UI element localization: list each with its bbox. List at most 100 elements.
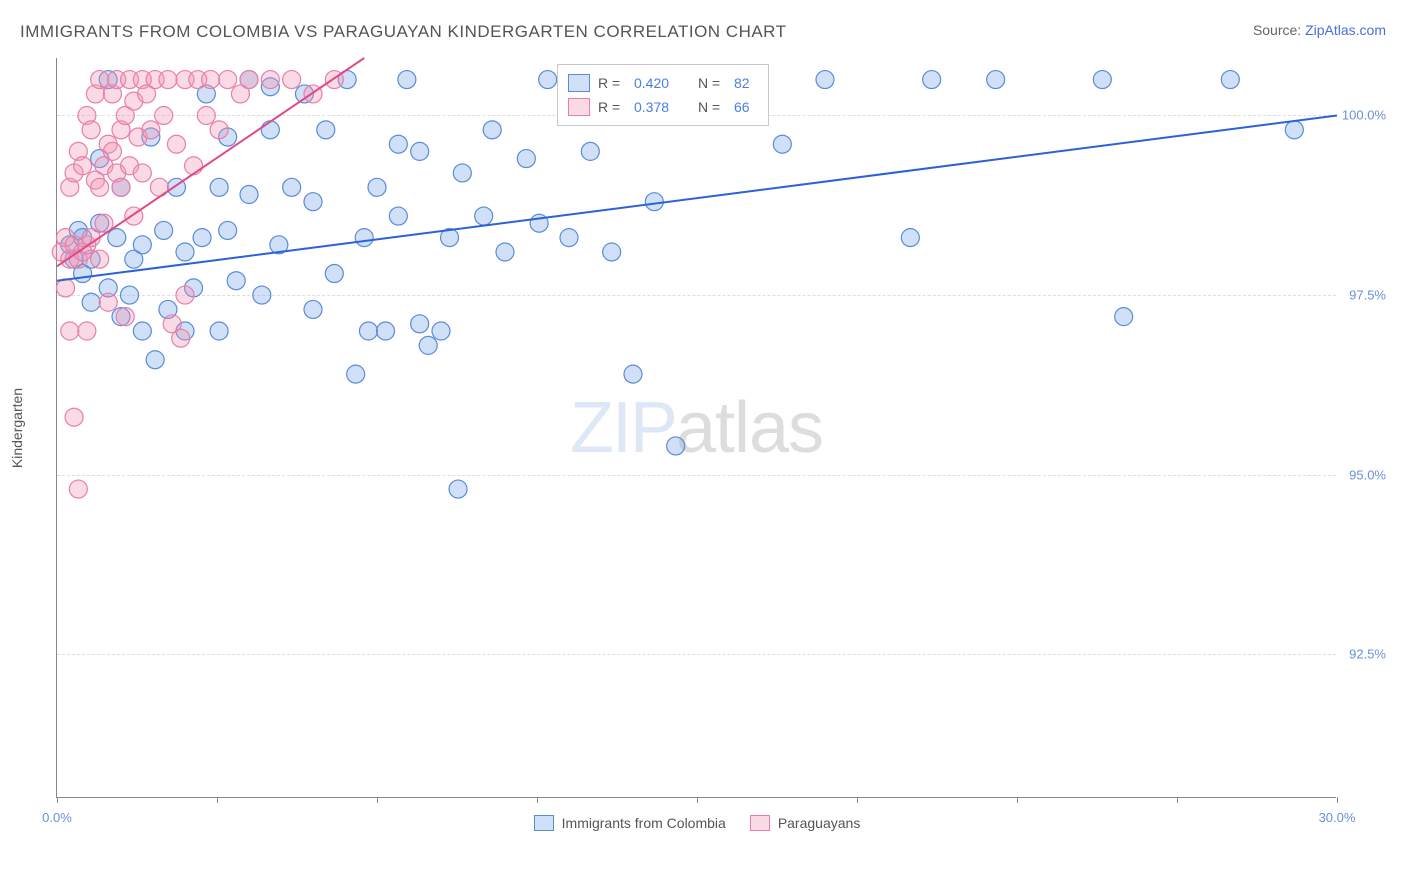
x-tick (857, 797, 858, 803)
stats-legend: R = 0.420 N = 82 R = 0.378 N = 66 (557, 64, 769, 126)
data-point (475, 207, 493, 225)
data-point (368, 178, 386, 196)
swatch-paraguay (750, 815, 770, 831)
data-point (176, 286, 194, 304)
data-point (167, 135, 185, 153)
data-point (91, 178, 109, 196)
data-point (377, 322, 395, 340)
plot-container: Kindergarten 92.5%95.0%97.5%100.0% ZIPat… (56, 58, 1386, 818)
y-tick-label: 100.0% (1338, 108, 1386, 123)
data-point (283, 71, 301, 89)
data-point (219, 71, 237, 89)
data-point (581, 142, 599, 160)
swatch-paraguay (568, 98, 590, 116)
data-point (185, 157, 203, 175)
stats-row-paraguay: R = 0.378 N = 66 (568, 95, 758, 119)
data-point (197, 106, 215, 124)
data-point (121, 286, 139, 304)
data-point (419, 336, 437, 354)
data-point (1285, 121, 1303, 139)
data-point (1115, 308, 1133, 326)
data-point (91, 250, 109, 268)
data-point (82, 293, 100, 311)
source-link[interactable]: ZipAtlas.com (1305, 22, 1386, 38)
data-point (159, 71, 177, 89)
data-point (133, 322, 151, 340)
source-prefix: Source: (1253, 22, 1305, 38)
x-tick (1337, 797, 1338, 803)
x-tick (697, 797, 698, 803)
data-point (347, 365, 365, 383)
data-point (133, 236, 151, 254)
y-axis-title: Kindergarten (9, 387, 25, 467)
y-tick-label: 97.5% (1338, 288, 1386, 303)
data-point (142, 121, 160, 139)
data-point (74, 157, 92, 175)
data-point (210, 121, 228, 139)
n-value-paraguay: 66 (734, 99, 758, 115)
data-point (645, 193, 663, 211)
data-point (61, 322, 79, 340)
n-label: N = (698, 99, 726, 115)
data-point (453, 164, 471, 182)
swatch-colombia (568, 74, 590, 92)
x-tick (1017, 797, 1018, 803)
data-point (355, 229, 373, 247)
data-point (517, 150, 535, 168)
plot-area: Kindergarten 92.5%95.0%97.5%100.0% ZIPat… (56, 58, 1336, 798)
data-point (91, 71, 109, 89)
chart-title: IMMIGRANTS FROM COLOMBIA VS PARAGUAYAN K… (20, 22, 787, 42)
data-point (193, 229, 211, 247)
data-point (398, 71, 416, 89)
y-tick-label: 95.0% (1338, 467, 1386, 482)
data-point (389, 135, 407, 153)
data-point (210, 178, 228, 196)
data-point (304, 300, 322, 318)
data-point (227, 272, 245, 290)
data-point (253, 286, 271, 304)
data-point (82, 121, 100, 139)
data-point (57, 279, 75, 297)
data-point (155, 106, 173, 124)
legend-label-paraguay: Paraguayans (778, 815, 861, 831)
stats-row-colombia: R = 0.420 N = 82 (568, 71, 758, 95)
data-point (65, 408, 83, 426)
data-point (773, 135, 791, 153)
data-point (112, 178, 130, 196)
data-point (146, 351, 164, 369)
data-point (816, 71, 834, 89)
data-point (172, 329, 190, 347)
x-tick (57, 797, 58, 803)
data-point (261, 71, 279, 89)
n-value-colombia: 82 (734, 75, 758, 91)
data-point (133, 164, 151, 182)
data-point (116, 308, 134, 326)
data-point (1093, 71, 1111, 89)
data-point (69, 480, 87, 498)
data-point (901, 229, 919, 247)
data-point (240, 186, 258, 204)
data-point (176, 243, 194, 261)
data-point (539, 71, 557, 89)
data-point (283, 178, 301, 196)
r-value-paraguay: 0.378 (634, 99, 684, 115)
x-tick (377, 797, 378, 803)
data-point (449, 480, 467, 498)
legend-label-colombia: Immigrants from Colombia (562, 815, 726, 831)
data-point (78, 322, 96, 340)
n-label: N = (698, 75, 726, 91)
y-tick-label: 92.5% (1338, 647, 1386, 662)
data-point (304, 193, 322, 211)
scatter-svg (57, 58, 1337, 798)
data-point (483, 121, 501, 139)
legend-item-colombia: Immigrants from Colombia (534, 815, 726, 831)
data-point (389, 207, 407, 225)
r-label: R = (598, 99, 626, 115)
r-label: R = (598, 75, 626, 91)
data-point (667, 437, 685, 455)
data-point (261, 121, 279, 139)
data-point (359, 322, 377, 340)
series-legend: Immigrants from Colombia Paraguayans (57, 815, 1337, 831)
data-point (496, 243, 514, 261)
legend-item-paraguay: Paraguayans (750, 815, 861, 831)
